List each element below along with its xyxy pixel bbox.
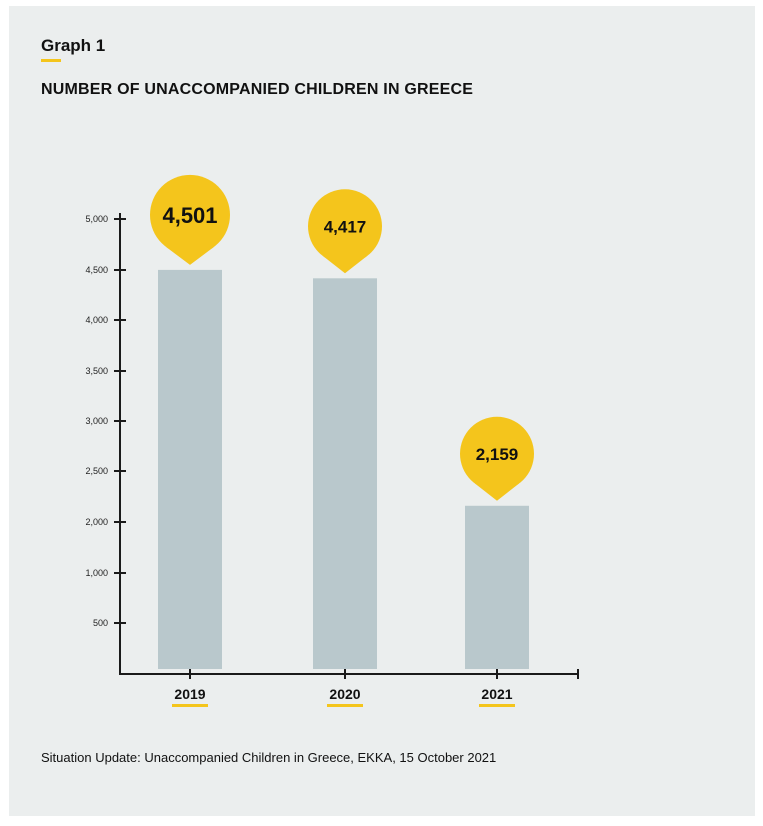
y-tick-label: 3,000: [85, 416, 108, 426]
y-tick-label: 2,500: [85, 466, 108, 476]
data-label: 4,417: [324, 217, 367, 236]
data-label-bubble: [150, 174, 230, 255]
chart-title: NUMBER OF UNACCOMPANIED CHILDREN IN GREE…: [41, 81, 474, 98]
bar: [465, 505, 529, 669]
source-note: Situation Update: Unaccompanied Children…: [41, 750, 497, 765]
x-category-underline: [479, 704, 515, 707]
data-label-bubble: [308, 189, 382, 264]
bar: [158, 269, 222, 669]
graph-label-underline: [41, 59, 61, 62]
y-tick-label: 2,000: [85, 517, 108, 527]
x-category-label: 2021: [481, 686, 512, 702]
y-tick-label: 4,500: [85, 265, 108, 275]
bar: [313, 278, 377, 669]
x-category-underline: [172, 704, 208, 707]
x-category-label: 2019: [174, 686, 205, 702]
data-label: 4,501: [162, 203, 217, 228]
y-tick-label: 4,000: [85, 315, 108, 325]
chart-panel: [9, 6, 755, 816]
y-tick-label: 1,000: [85, 568, 108, 578]
x-category-label: 2020: [329, 686, 360, 702]
y-tick-label: 500: [93, 618, 108, 628]
y-tick-label: 5,000: [85, 214, 108, 224]
y-tick-label: 3,500: [85, 366, 108, 376]
x-category-underline: [327, 704, 363, 707]
data-label: 2,159: [476, 445, 519, 464]
graph-label: Graph 1: [41, 36, 106, 55]
data-label-bubble: [460, 416, 534, 491]
